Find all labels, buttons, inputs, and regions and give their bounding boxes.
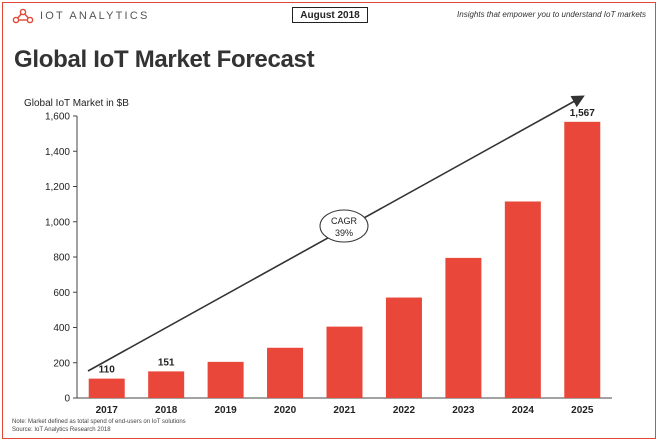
y-tick-label: 800 bbox=[53, 253, 70, 264]
bar bbox=[445, 257, 482, 398]
x-tick-label: 2017 bbox=[96, 405, 119, 416]
brand-name: IOT ANALYTICS bbox=[40, 10, 150, 22]
y-tick-label: 600 bbox=[53, 288, 70, 299]
data-label: 110 bbox=[99, 365, 116, 376]
tagline: Insights that empower you to understand … bbox=[457, 10, 646, 19]
x-tick-label: 2022 bbox=[393, 405, 416, 416]
y-tick-label: 1,400 bbox=[45, 147, 70, 158]
cagr-value: 39% bbox=[335, 228, 353, 238]
x-tick-label: 2018 bbox=[155, 405, 178, 416]
y-tick-label: 400 bbox=[53, 323, 70, 334]
y-tick-label: 1,200 bbox=[45, 182, 70, 193]
x-tick-label: 2025 bbox=[571, 405, 594, 416]
bar bbox=[207, 361, 244, 398]
page-title: Global IoT Market Forecast bbox=[14, 46, 315, 73]
date-badge: August 2018 bbox=[292, 7, 368, 23]
bar bbox=[88, 378, 125, 398]
y-tick-label: 200 bbox=[53, 358, 70, 369]
data-label: 1,567 bbox=[570, 108, 595, 119]
cagr-bubble bbox=[319, 209, 369, 243]
network-nodes-icon bbox=[12, 8, 34, 24]
cagr-title: CAGR bbox=[331, 216, 358, 226]
y-axis-label: Global IoT Market in $B bbox=[24, 98, 129, 109]
y-tick-label: 0 bbox=[64, 394, 70, 405]
data-label: 151 bbox=[158, 357, 175, 368]
brand-logo: IOT ANALYTICS bbox=[12, 6, 150, 26]
x-tick-label: 2019 bbox=[214, 405, 237, 416]
x-tick-label: 2023 bbox=[452, 405, 475, 416]
chart-frame bbox=[2, 2, 656, 439]
footnote-source: Source: IoT Analytics Research 2018 bbox=[12, 427, 111, 433]
footnote-definition: Note: Market defined as total spend of e… bbox=[12, 419, 186, 425]
bar bbox=[504, 201, 541, 398]
bar bbox=[267, 347, 304, 398]
x-tick-label: 2020 bbox=[274, 405, 297, 416]
y-tick-label: 1,600 bbox=[45, 112, 70, 123]
bar bbox=[326, 326, 363, 398]
x-tick-label: 2021 bbox=[333, 405, 356, 416]
bar bbox=[385, 297, 422, 398]
x-tick-label: 2024 bbox=[512, 405, 535, 416]
bar bbox=[564, 121, 601, 398]
y-tick-label: 1,000 bbox=[45, 217, 70, 228]
bar bbox=[148, 371, 185, 398]
footnote: Note: Market defined as total spend of e… bbox=[12, 418, 186, 434]
